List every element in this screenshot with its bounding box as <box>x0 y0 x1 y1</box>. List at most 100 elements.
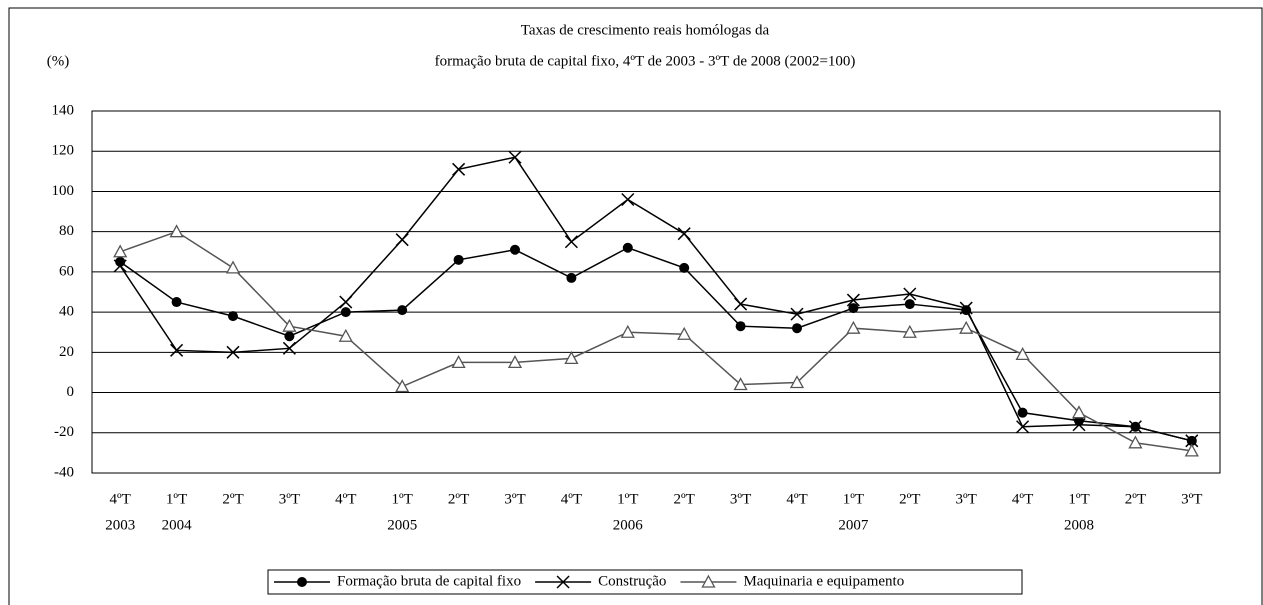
data-point <box>113 244 128 258</box>
y-tick-label: 40 <box>59 304 74 320</box>
data-point <box>282 341 296 355</box>
data-point <box>1071 405 1087 419</box>
data-point <box>225 260 241 274</box>
data-point <box>564 351 579 365</box>
data-point <box>453 254 464 265</box>
frame <box>8 7 1263 605</box>
y-tick-label: -40 <box>54 464 74 480</box>
x-tick-label: 4ºT <box>335 491 356 507</box>
data-point <box>846 320 861 334</box>
x-tick-label: 3ºT <box>279 491 300 507</box>
data-point <box>621 192 635 207</box>
data-point <box>677 326 692 340</box>
series-line <box>119 230 1192 452</box>
data-point <box>510 244 520 255</box>
x-tick-label: 2ºT <box>674 491 695 507</box>
data-point <box>789 375 805 389</box>
data-point <box>1185 434 1199 448</box>
x-tick-label: 3ºT <box>504 491 525 507</box>
y-tick-label: 60 <box>59 263 74 279</box>
data-point <box>902 324 917 338</box>
data-point <box>1128 435 1143 449</box>
x-group-label: 2003 <box>105 517 135 533</box>
data-point <box>620 324 635 338</box>
data-point <box>340 307 351 318</box>
data-point <box>113 259 127 273</box>
legend-marker <box>297 577 307 587</box>
x-tick-label: 2ºT <box>899 491 920 507</box>
y-tick-label: -20 <box>54 424 74 440</box>
data-point <box>170 343 184 357</box>
chart-title: Taxas de crescimento reais homólogas da <box>521 22 770 38</box>
x-group-label: 2008 <box>1064 517 1094 533</box>
data-point <box>451 355 466 369</box>
data-point <box>734 297 748 311</box>
data-point <box>735 321 746 332</box>
x-tick-label: 1ºT <box>617 491 638 507</box>
data-point <box>790 307 804 321</box>
legend <box>267 569 1023 595</box>
y-tick-label: 140 <box>52 102 75 118</box>
series-line <box>119 156 1192 442</box>
legend-label: Maquinaria e equipamento <box>743 573 904 589</box>
x-tick-label: 1ºT <box>392 491 413 507</box>
plot-area <box>91 110 1221 474</box>
data-point <box>677 227 691 241</box>
data-point <box>1072 418 1086 432</box>
y-tick-label: 120 <box>52 143 75 159</box>
x-tick-label: 2ºT <box>222 491 243 507</box>
data-point <box>1015 346 1030 360</box>
data-point <box>508 150 522 164</box>
data-point <box>733 377 748 391</box>
data-point <box>339 295 353 309</box>
data-point <box>566 272 577 283</box>
data-point <box>507 355 523 369</box>
x-tick-label: 1ºT <box>1068 491 1089 507</box>
data-point <box>679 262 690 273</box>
legend-label: Construção <box>598 573 666 589</box>
x-tick-label: 2ºT <box>448 491 469 507</box>
y-tick-label: 100 <box>52 183 75 199</box>
data-point <box>171 297 182 308</box>
data-point <box>1017 407 1028 418</box>
data-point <box>1016 420 1030 434</box>
data-point <box>564 235 578 249</box>
x-group-label: 2007 <box>838 517 869 533</box>
data-point <box>169 224 184 238</box>
data-point <box>228 311 238 322</box>
data-point <box>395 379 410 393</box>
x-tick-label: 4ºT <box>786 491 807 507</box>
data-point <box>452 162 466 176</box>
x-tick-label: 2ºT <box>1125 491 1146 507</box>
y-tick-label: 0 <box>67 384 75 400</box>
data-point <box>282 318 297 332</box>
legend-marker <box>701 574 716 588</box>
x-tick-label: 3ºT <box>730 491 751 507</box>
x-tick-label: 4ºT <box>561 491 582 507</box>
series-line <box>119 246 1192 442</box>
x-tick-label: 4ºT <box>110 491 131 507</box>
chart-title: formação bruta de capital fixo, 4ºT de 2… <box>435 53 856 69</box>
data-point <box>1128 420 1142 434</box>
y-tick-label: 20 <box>59 344 74 360</box>
x-tick-label: 1ºT <box>843 491 864 507</box>
x-group-label: 2006 <box>613 517 644 533</box>
data-point <box>959 301 973 315</box>
data-point <box>338 328 353 342</box>
x-tick-label: 3ºT <box>956 491 977 507</box>
x-group-label: 2005 <box>387 517 417 533</box>
x-group-label: 2004 <box>162 517 193 533</box>
data-point <box>397 305 408 316</box>
data-point <box>959 320 974 334</box>
data-point <box>903 287 917 301</box>
legend-marker <box>556 575 570 589</box>
data-point <box>792 323 802 334</box>
y-tick-label: 80 <box>59 223 74 239</box>
x-tick-label: 4ºT <box>1012 491 1033 507</box>
x-tick-label: 1ºT <box>166 491 187 507</box>
data-point <box>1184 443 1199 457</box>
data-point <box>904 299 915 310</box>
data-point <box>622 242 633 253</box>
data-point <box>395 233 409 247</box>
